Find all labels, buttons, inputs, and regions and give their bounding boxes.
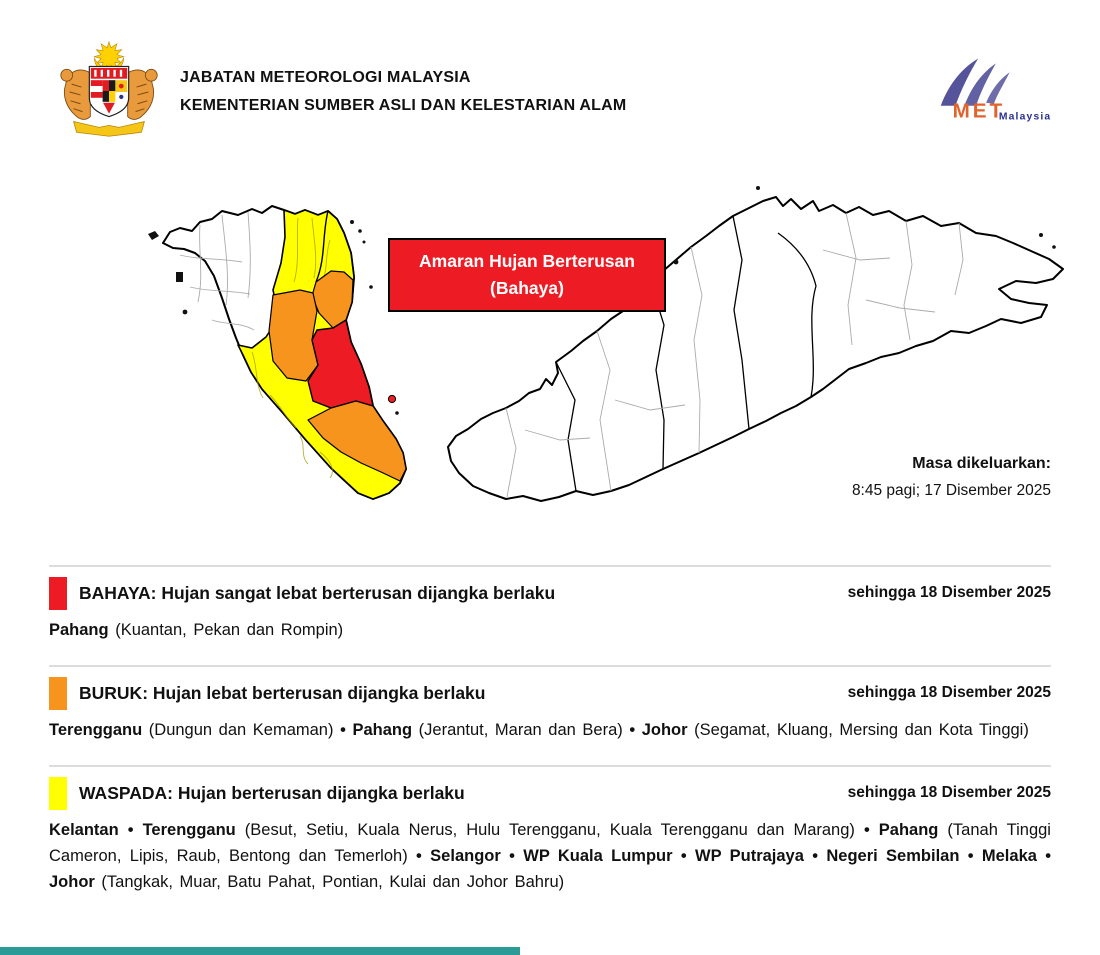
met-logo-subtext: Malaysia bbox=[999, 112, 1052, 123]
shield bbox=[88, 65, 130, 118]
motto-ribbon bbox=[73, 120, 145, 137]
warning-header: BAHAYA: Hujan sangat lebat berterusan di… bbox=[49, 576, 1051, 610]
separator-line bbox=[49, 765, 1051, 767]
banner-line2: (Bahaya) bbox=[490, 278, 564, 298]
severity-color-marker bbox=[49, 776, 67, 810]
valid-until-text: sehingga 18 Disember 2025 bbox=[847, 584, 1051, 601]
region-bahaya-pahang bbox=[307, 319, 374, 409]
region-buruk-johor bbox=[307, 400, 407, 482]
borneo-district-lines bbox=[505, 212, 964, 498]
warning-areas-text: Pahang (Kuantan, Pekan dan Rompin) bbox=[49, 621, 344, 639]
state-border-line bbox=[315, 210, 329, 283]
district-lines-peninsula bbox=[179, 211, 255, 331]
issued-time-block: Masa dikeluarkan: 8:45 pagi; 17 Disember… bbox=[852, 450, 1051, 504]
banner-line1: Amaran Hujan Berterusan bbox=[419, 251, 635, 271]
malaysia-coat-of-arms-logo bbox=[60, 40, 158, 137]
warning-title: WASPADA: Hujan berterusan dijangka berla… bbox=[79, 782, 465, 803]
valid-until-text: sehingga 18 Disember 2025 bbox=[847, 784, 1051, 801]
warning-header: BURUK: Hujan lebat berterusan dijangka b… bbox=[49, 676, 1051, 710]
warning-section-waspada: WASPADA: Hujan berterusan dijangka berla… bbox=[49, 765, 1051, 895]
met-malaysia-logo: MET Malaysia bbox=[940, 58, 1052, 123]
ministry-name: KEMENTERIAN SUMBER ASLI DAN KELESTARIAN … bbox=[180, 97, 627, 114]
tiger-supporters bbox=[60, 68, 158, 120]
peninsula-islands bbox=[148, 220, 399, 415]
warning-list: BAHAYA: Hujan sangat lebat berterusan di… bbox=[49, 565, 1051, 917]
separator-line bbox=[49, 565, 1051, 567]
warning-banner: Amaran Hujan Berterusan (Bahaya) bbox=[388, 238, 666, 312]
borneo-islands bbox=[673, 186, 1056, 265]
warning-areas-text: Terengganu (Dungun dan Kemaman) • Pahang… bbox=[49, 721, 1029, 739]
warning-section-bahaya: BAHAYA: Hujan sangat lebat berterusan di… bbox=[49, 565, 1051, 643]
agency-title-block: JABATAN METEOROLOGI MALAYSIA KEMENTERIAN… bbox=[180, 64, 626, 120]
severity-color-marker bbox=[49, 576, 67, 610]
malaysia-warning-map bbox=[148, 186, 1064, 502]
agency-name: JABATAN METEOROLOGI MALAYSIA bbox=[180, 69, 471, 86]
issued-time-value: 8:45 pagi; 17 Disember 2025 bbox=[851, 482, 1051, 499]
warning-header: WASPADA: Hujan berterusan dijangka berla… bbox=[49, 776, 1051, 810]
warning-section-buruk: BURUK: Hujan lebat berterusan dijangka b… bbox=[49, 665, 1051, 743]
issued-time-label: Masa dikeluarkan: bbox=[912, 455, 1051, 472]
severity-color-marker bbox=[49, 676, 67, 710]
valid-until-text: sehingga 18 Disember 2025 bbox=[847, 684, 1051, 701]
warning-title: BURUK: Hujan lebat berterusan dijangka b… bbox=[79, 682, 486, 703]
tioman-island bbox=[387, 394, 397, 404]
footer-bar bbox=[0, 947, 520, 955]
borneo-outline bbox=[447, 196, 1064, 502]
warning-areas-text: Kelantan • Terengganu (Besut, Setiu, Kua… bbox=[49, 821, 1052, 891]
met-logo-text: MET bbox=[953, 100, 1005, 123]
separator-line bbox=[49, 665, 1051, 667]
warning-title: BAHAYA: Hujan sangat lebat berterusan di… bbox=[79, 582, 556, 603]
met-swoosh-icon bbox=[940, 58, 1010, 106]
